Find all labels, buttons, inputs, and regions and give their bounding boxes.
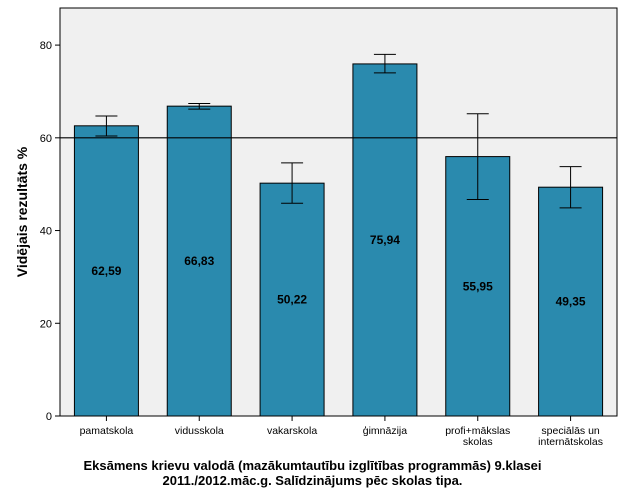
x-tick-label: internātskolas (538, 436, 603, 448)
bar-value-label: 66,83 (184, 254, 214, 268)
y-tick-label: 40 (40, 226, 52, 238)
bar (352, 63, 418, 417)
bar-value-label: 50,22 (277, 293, 307, 307)
bar-value-label: 49,35 (556, 295, 586, 309)
y-axis-title: Vidējais rezultāts % (14, 146, 30, 277)
chart-caption-line-2: 2011./2012.māc.g. Salīdzinājums pēc skol… (162, 473, 463, 488)
x-tick-label: profi+mākslas (445, 425, 510, 437)
bar-value-label: 62,59 (91, 264, 121, 278)
bar-value-label: 75,94 (370, 233, 400, 247)
bar-value-label: 55,95 (463, 279, 493, 293)
x-tick-label: ģimnāzija (363, 424, 408, 437)
y-tick-label: 20 (40, 318, 52, 330)
bar (73, 125, 139, 417)
y-tick-label: 0 (46, 411, 52, 423)
y-tick-label: 60 (40, 133, 52, 145)
x-tick-label: speciālās un (541, 425, 600, 437)
x-tick-label: vakarskola (267, 425, 317, 437)
chart-caption-line-1: Eksāmens krievu valodā (mazākumtautību i… (83, 458, 542, 473)
plot-area (59, 7, 618, 417)
bar (259, 182, 325, 417)
x-tick-label: vidusskola (175, 425, 224, 437)
bar (538, 186, 604, 417)
x-tick-label: skolas (463, 436, 493, 448)
y-tick-label: 80 (40, 40, 52, 52)
x-tick-label: pamatskola (80, 425, 134, 437)
